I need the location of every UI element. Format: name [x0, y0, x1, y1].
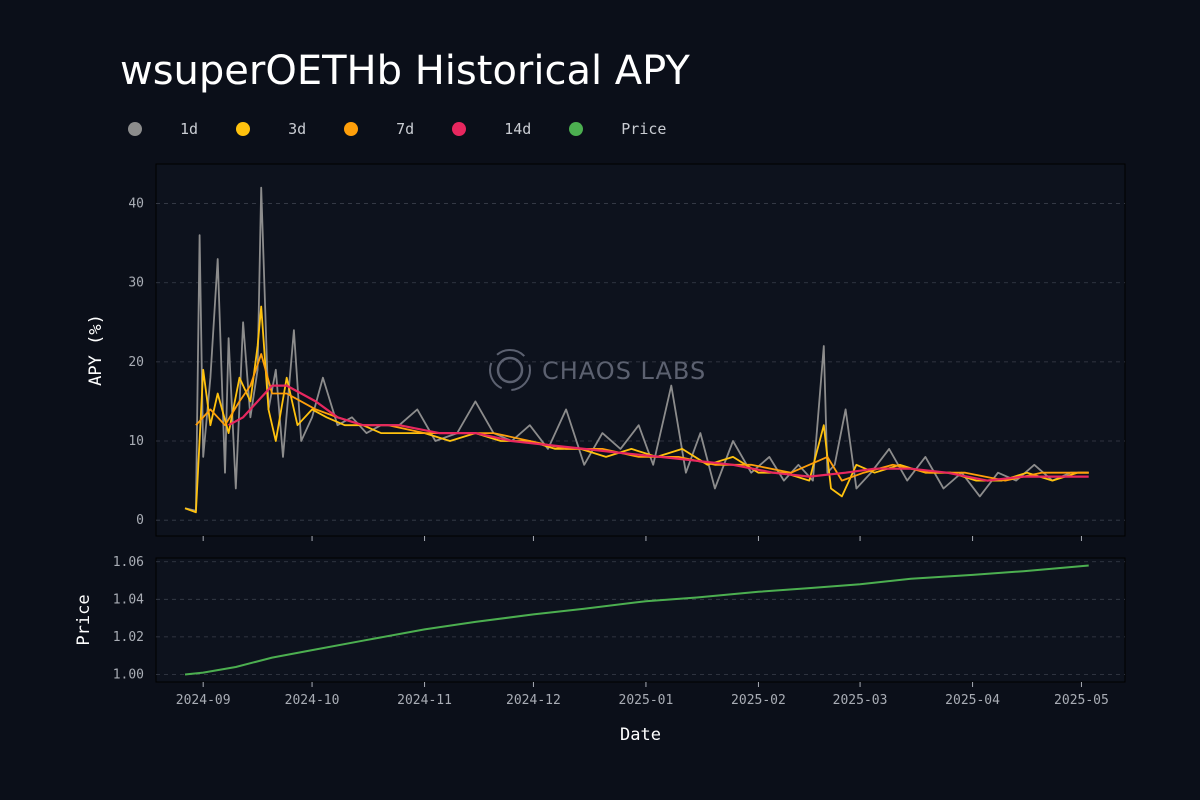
page-title: wsuperOETHb Historical APY	[120, 48, 690, 94]
apy-y-tick-label: 10	[128, 434, 144, 449]
legend-swatch-price	[569, 122, 584, 136]
legend-item-price[interactable]: Price	[569, 120, 704, 138]
legend: 1d 3d 7d 14d Price	[128, 118, 704, 140]
series-line-7d	[195, 353, 1089, 482]
x-tick-label: 2024-09	[176, 693, 231, 708]
price-y-tick-label: 1.06	[113, 555, 144, 570]
apy-y-tick-label: 0	[136, 513, 144, 528]
legend-item-7d[interactable]: 7d	[344, 120, 452, 138]
x-tick-label: 2024-11	[397, 693, 452, 708]
apy-y-tick-label: 30	[128, 276, 144, 291]
legend-label-price: Price	[621, 120, 667, 138]
legend-item-1d[interactable]: 1d	[128, 120, 236, 138]
apy-y-tick-label: 40	[128, 197, 144, 212]
x-tick-label: 2025-04	[945, 693, 1000, 708]
x-tick-label: 2025-02	[731, 693, 786, 708]
price-axis-title: Price	[74, 594, 94, 645]
price-y-tick-label: 1.00	[113, 667, 144, 682]
watermark-text: CHAOS LABS	[542, 357, 706, 385]
chaos-labs-logo-ring-icon	[489, 349, 531, 391]
x-tick-label: 2025-01	[619, 693, 674, 708]
x-tick-label: 2024-10	[285, 693, 340, 708]
legend-swatch-7d	[344, 122, 359, 136]
x-tick-label: 2025-05	[1054, 693, 1109, 708]
series-line-1d	[184, 186, 1089, 512]
series-line-price	[184, 564, 1089, 676]
price-panel	[155, 557, 1126, 683]
apy-y-tick-label: 20	[128, 355, 144, 370]
legend-label-7d: 7d	[396, 120, 415, 138]
price-y-tick-label: 1.02	[113, 630, 144, 645]
legend-label-14d: 14d	[504, 120, 532, 138]
legend-item-14d[interactable]: 14d	[452, 120, 569, 138]
legend-swatch-3d	[236, 122, 251, 136]
legend-item-3d[interactable]: 3d	[236, 120, 344, 138]
price-y-tick-label: 1.04	[113, 592, 144, 607]
chaos-labs-logo-icon	[496, 356, 524, 384]
series-line-14d	[228, 384, 1089, 482]
legend-label-3d: 3d	[288, 120, 307, 138]
apy-axis-title: APY (%)	[86, 314, 106, 386]
legend-swatch-1d	[128, 122, 142, 136]
legend-label-1d: 1d	[180, 120, 199, 138]
date-axis-title: Date	[620, 725, 661, 745]
legend-swatch-14d	[452, 122, 467, 136]
x-tick-label: 2024-12	[506, 693, 561, 708]
x-tick-label: 2025-03	[833, 693, 888, 708]
